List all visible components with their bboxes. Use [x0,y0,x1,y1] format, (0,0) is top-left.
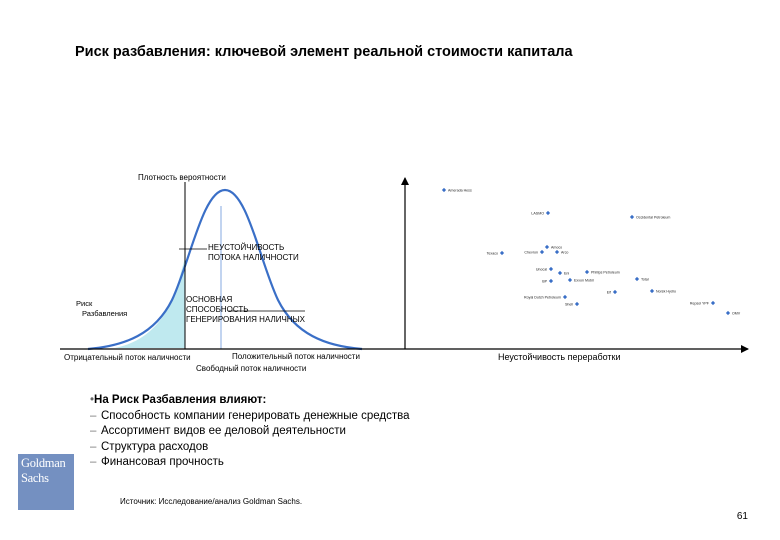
influence-item-text: Финансовая прочность [101,456,224,468]
influence-heading: На Риск Разбавления влияют: [94,394,267,406]
company-label: Elf [607,290,611,294]
core-label-line2: СПОСОБНОСТЬ [186,305,248,314]
company-marker [545,210,551,216]
influence-item: – Финансовая прочность [90,456,224,468]
company-label: OMV [732,311,741,315]
dilution-risk-label-line2: Разбавления [82,309,127,318]
unsustainable-label-line1: НЕУСТОЙЧИВОСТЬ [208,243,284,252]
free-cashflow-label: Свободный поток наличности [196,364,306,373]
company-label: LASMO [531,211,544,215]
refining-instability-label: Неустойчивость переработки [498,352,621,362]
company-label: Exxon Mobil [574,278,594,282]
company-marker [629,214,635,220]
company-label: Norsk Hydro [656,289,676,293]
core-label-line1: ОСНОВНАЯ [186,295,232,304]
company-label: Shell [565,302,573,306]
company-marker [554,249,560,255]
positive-cashflow-label: Положительный поток наличности [232,352,360,361]
goldman-sachs-logo: Goldman Sachs [18,454,74,510]
company-label: Phillips Petroleum [591,270,620,274]
company-label: Repsol YPF [690,301,710,305]
company-marker [567,277,573,283]
influence-item: – Способность компании генерировать денеж… [90,409,410,422]
influence-item-text: Способность компании генерировать денежн… [101,409,410,422]
company-label: Total [641,277,649,281]
company-marker [539,249,545,255]
influence-item: – Структура расходов [90,440,209,453]
company-marker [562,294,568,300]
logo-line1: Goldman [21,456,66,470]
company-marker [710,300,716,306]
company-marker [548,278,554,284]
company-marker [584,269,590,275]
density-curve [87,188,363,351]
page-number: 61 [736,511,748,522]
influence-heading-row: •На Риск Разбавления влияют: [90,393,410,409]
influence-item-text: Структура расходов [101,440,209,453]
influence-item-text: Ассортимент видов ее деловой деятельност… [101,425,346,437]
influence-list: – Способность компании генерировать денеж… [90,409,410,471]
company-marker [557,270,563,276]
company-marker [544,244,550,250]
slide-title: Риск разбавления: ключевой элемент реаль… [75,44,573,60]
company-marker [612,289,618,295]
company-scatter: Amerada Hess LASMO Occidental Petroleum Tex… [441,187,741,316]
company-label: Occidental Petroleum [636,215,670,219]
company-marker [649,288,655,294]
bullet-marker: • [90,394,95,406]
density-label: Плотность вероятности [138,173,226,182]
unsustainable-label-line2: ПОТОКА НАЛИЧНОСТИ [208,253,299,262]
influence-section: •На Риск Разбавления влияют: – Способност… [90,393,410,471]
core-label-line3: ГЕНЕРИРОВАНИЯ НАЛИЧНЫХ [186,315,306,324]
dilution-risk-label-line1: Риск [76,299,93,308]
negative-cashflow-label: Отрицательный поток наличности [64,353,191,362]
company-label: Eni [564,271,569,275]
company-label: Texaco [487,251,498,255]
dilution-risk-area [115,258,185,348]
company-marker [441,187,447,193]
influence-item: – Ассортимент видов ее деловой деятельнос… [90,425,346,437]
company-label: Unocal [536,267,547,271]
company-label: Chevron [524,250,538,254]
logo-line2: Sachs [21,471,49,485]
company-marker [634,276,640,282]
company-marker [499,250,505,256]
company-label: Arco [561,250,568,254]
company-marker [548,266,554,272]
company-marker [574,301,580,307]
company-label: Amoco [551,245,562,249]
company-marker [725,310,731,316]
company-label: Amerada Hess [448,188,472,192]
company-label: BP [542,279,547,283]
source-note: Источник: Исследование/анализ Goldman Sa… [120,497,303,506]
company-label: Royal Dutch Petroleum [524,295,561,299]
